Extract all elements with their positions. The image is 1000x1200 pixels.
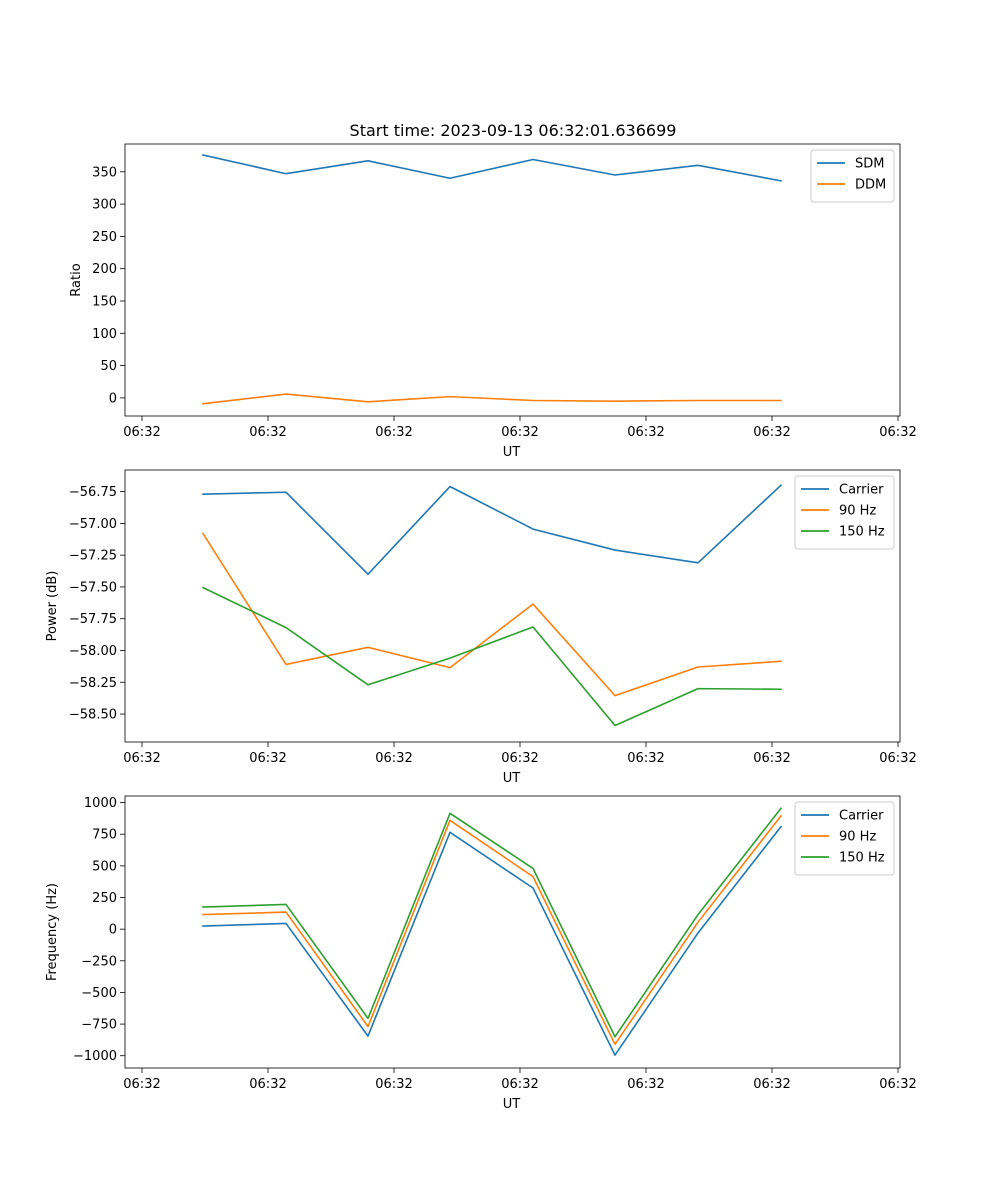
y-tick-label: 100	[92, 327, 117, 342]
legend: SDM DDM	[810, 149, 895, 203]
x-axis-label: UT	[503, 445, 521, 460]
x-tick-label: 06:32	[249, 751, 286, 766]
y-tick-label: 250	[92, 230, 117, 245]
x-tick-label: 06:32	[375, 751, 412, 766]
x-axis-label: UT	[503, 771, 521, 786]
series-line-90-hz	[202, 814, 783, 1046]
legend-label: SDM	[855, 157, 884, 172]
y-tick-label: −58.50	[69, 708, 117, 723]
y-tick-label: −500	[81, 986, 117, 1001]
series-line-carrier	[202, 484, 783, 576]
y-tick-label: −250	[81, 954, 117, 969]
y-axis-label: Power (dB)	[45, 571, 60, 642]
x-tick-label: 06:32	[123, 751, 160, 766]
y-tick-label: −57.00	[69, 517, 117, 532]
plot-frame	[124, 469, 901, 743]
chart-panel-2: 06:32 06:32 06:32 06:32 06:32 06:32 06:32 −58.5…	[45, 469, 917, 786]
legend: Carrier 90 Hz 150 Hz	[794, 475, 895, 550]
y-tick-label: 750	[92, 828, 117, 843]
x-axis-label: UT	[503, 1097, 521, 1112]
x-tick-label: 06:32	[879, 751, 916, 766]
x-tick-label: 06:32	[375, 1077, 412, 1092]
y-tick-label: 1000	[84, 796, 117, 811]
y-tick-label: −57.50	[69, 580, 117, 595]
legend-label: 150 Hz	[839, 525, 885, 540]
series-line-90-hz	[201, 532, 782, 697]
chart-panel-1: 06:32 06:32 06:32 06:32 06:32 06:32 06:32 0 50 10…	[69, 143, 917, 460]
y-tick-label: −57.75	[69, 612, 117, 627]
figure-title: Start time: 2023-09-13 06:32:01.636699	[350, 121, 677, 140]
x-tick-label: 06:32	[627, 425, 664, 440]
y-tick-label: 300	[92, 198, 117, 213]
series-line-150-hz	[201, 586, 782, 727]
legend-label: Carrier	[839, 809, 884, 824]
y-tick-label: −58.00	[69, 644, 117, 659]
y-tick-label: −58.25	[69, 676, 117, 691]
y-axis-label: Ratio	[69, 263, 84, 296]
series-line-ddm	[202, 393, 782, 405]
x-tick-label: 06:32	[123, 1077, 160, 1092]
x-tick-label: 06:32	[501, 425, 538, 440]
y-tick-label: 0	[109, 923, 117, 938]
x-tick-label: 06:32	[501, 1077, 538, 1092]
y-tick-label: 250	[92, 891, 117, 906]
x-tick-label: 06:32	[753, 425, 790, 440]
y-axis-label: Frequency (Hz)	[45, 883, 60, 981]
x-tick-label: 06:32	[501, 751, 538, 766]
x-tick-label: 06:32	[753, 751, 790, 766]
x-tick-label: 06:32	[753, 1077, 790, 1092]
y-tick-label: −1000	[73, 1049, 117, 1064]
y-tick-label: 150	[92, 294, 117, 309]
legend: Carrier 90 Hz 150 Hz	[794, 801, 895, 876]
legend-label: 150 Hz	[839, 851, 885, 866]
x-tick-label: 06:32	[879, 425, 916, 440]
chart-panel-3: 06:32 06:32 06:32 06:32 06:32 06:32 06:32 −1000…	[45, 795, 917, 1112]
legend-label: DDM	[855, 178, 886, 193]
x-tick-label: 06:32	[627, 751, 664, 766]
legend-label: 90 Hz	[839, 830, 876, 845]
plot-frame	[124, 143, 901, 417]
x-tick-label: 06:32	[627, 1077, 664, 1092]
y-tick-label: 50	[100, 359, 117, 374]
x-tick-label: 06:32	[123, 425, 160, 440]
x-tick-label: 06:32	[375, 425, 412, 440]
y-tick-label: 0	[109, 391, 117, 406]
y-tick-label: −57.25	[69, 549, 117, 564]
y-tick-label: −56.75	[69, 485, 117, 500]
series-line-sdm	[202, 154, 782, 182]
x-tick-label: 06:32	[249, 1077, 286, 1092]
series-line-carrier	[202, 825, 783, 1056]
legend-label: 90 Hz	[839, 504, 876, 519]
series-line-150-hz	[202, 807, 783, 1038]
plot-frame	[124, 795, 901, 1069]
x-tick-label: 06:32	[249, 425, 286, 440]
y-tick-label: 500	[92, 859, 117, 874]
y-tick-label: 350	[92, 165, 117, 180]
x-tick-label: 06:32	[879, 1077, 916, 1092]
legend-label: Carrier	[839, 483, 884, 498]
y-tick-label: 200	[92, 262, 117, 277]
y-tick-label: −750	[81, 1018, 117, 1033]
